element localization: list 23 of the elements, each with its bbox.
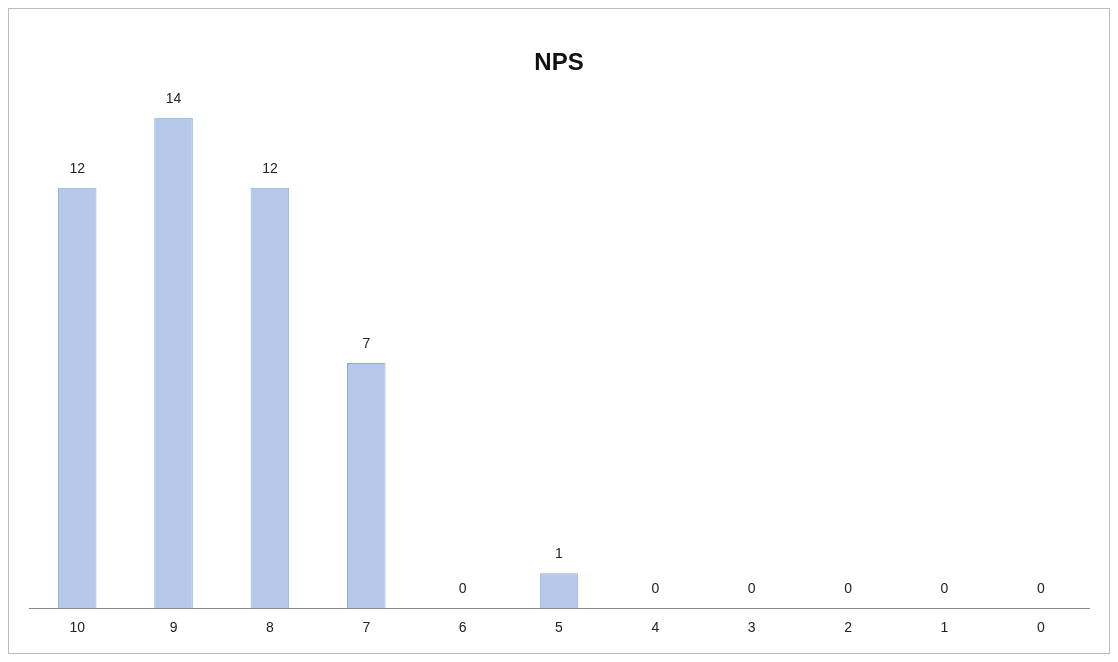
data-label: 0 (940, 580, 949, 597)
data-label: 0 (1036, 580, 1045, 597)
data-label: 1 (555, 545, 564, 562)
x-tick-label: 7 (362, 619, 371, 636)
data-label: 0 (844, 580, 853, 597)
data-label: 12 (262, 159, 278, 176)
x-tick-label: 10 (69, 619, 86, 636)
data-label: 7 (362, 334, 371, 351)
x-tick-label: 5 (555, 619, 564, 636)
x-tick-label: 9 (169, 619, 178, 636)
x-tick-label: 0 (1036, 619, 1045, 636)
x-tick-label: 2 (844, 619, 853, 636)
x-tick-label: 1 (940, 619, 949, 636)
data-label: 14 (165, 89, 182, 106)
x-tick-label: 6 (458, 619, 467, 636)
chart-title: NPS (534, 48, 584, 76)
x-tick-label: 4 (651, 619, 660, 636)
data-label: 0 (747, 580, 756, 597)
x-tick-label: 8 (266, 619, 275, 636)
data-label: 0 (651, 580, 660, 597)
data-label: 12 (69, 159, 86, 176)
data-label: 0 (458, 580, 467, 597)
x-tick-label: 3 (747, 619, 756, 636)
